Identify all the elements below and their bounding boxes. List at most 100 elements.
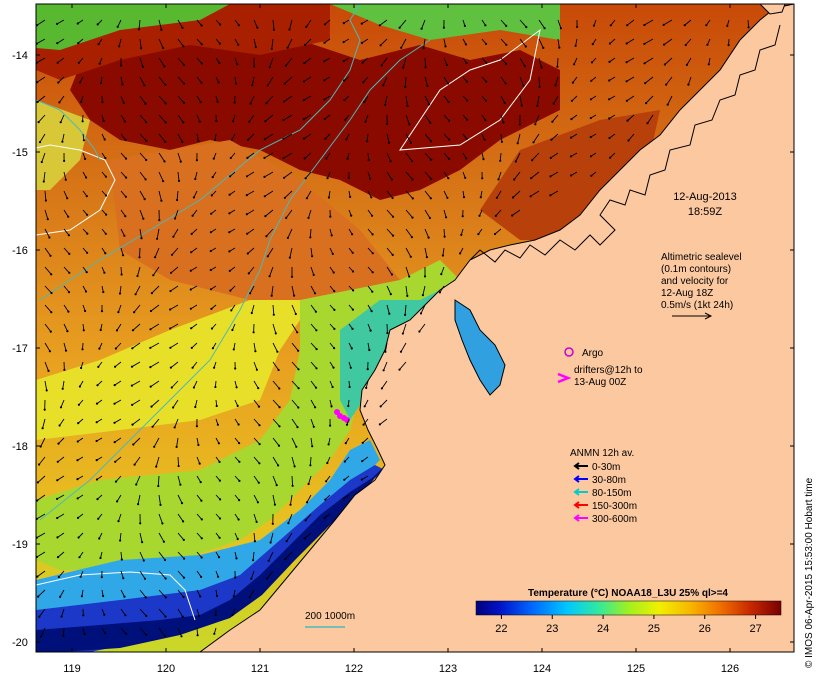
- velocity-vector: [248, 114, 255, 122]
- velocity-vector-head: [172, 235, 175, 238]
- velocity-vector-head: [293, 294, 296, 297]
- velocity-vector-head: [124, 632, 127, 635]
- velocity-vector-head: [283, 196, 286, 199]
- velocity-vector-head: [160, 28, 163, 31]
- velocity-vector: [158, 570, 166, 579]
- velocity-vector-head: [76, 497, 79, 500]
- velocity-vector-head: [361, 460, 364, 463]
- velocity-vector-head: [554, 84, 557, 87]
- velocity-vector-head: [179, 483, 182, 486]
- velocity-vector: [289, 247, 293, 258]
- velocity-vector: [291, 285, 295, 296]
- velocity-vector: [291, 437, 297, 447]
- velocity-vector-head: [497, 178, 500, 181]
- velocity-vector-head: [663, 63, 667, 66]
- velocity-vector-head: [238, 499, 241, 502]
- bathymetry-contour: [39, 4, 361, 301]
- velocity-vector: [120, 627, 127, 634]
- velocity-vector-head: [342, 60, 345, 63]
- velocity-vector: [114, 380, 122, 386]
- svg-text:300-600m: 300-600m: [592, 514, 637, 525]
- velocity-vector-head: [592, 24, 596, 27]
- velocity-vector: [272, 399, 280, 408]
- velocity-vector-head: [384, 350, 387, 353]
- velocity-vector: [575, 38, 578, 46]
- velocity-vector: [747, 19, 750, 28]
- velocity-vector-head: [447, 157, 450, 160]
- velocity-vector-head: [235, 557, 238, 560]
- velocity-vector-head: [484, 119, 487, 122]
- lat-tick: -17: [12, 343, 28, 355]
- velocity-vector: [60, 114, 65, 123]
- velocity-vector-head: [351, 308, 354, 311]
- velocity-vector: [664, 57, 673, 65]
- velocity-vector: [44, 247, 51, 257]
- velocity-vector-head: [401, 332, 404, 335]
- velocity-vector-head: [62, 634, 65, 638]
- velocity-vector-head: [589, 135, 592, 139]
- velocity-vector-head: [228, 269, 231, 272]
- velocity-vector-head: [268, 66, 271, 69]
- velocity-vector-head: [210, 212, 213, 215]
- velocity-vector-head: [169, 308, 172, 311]
- velocity-vector-head: [145, 139, 148, 142]
- velocity-vector-head: [64, 349, 68, 352]
- velocity-vector-head: [76, 478, 79, 481]
- velocity-vector-head: [326, 177, 329, 180]
- velocity-vector: [196, 114, 201, 122]
- velocity-vector-head: [36, 81, 39, 84]
- velocity-vector: [193, 380, 198, 388]
- velocity-vector-head: [102, 119, 105, 122]
- velocity-vector-head: [459, 252, 462, 255]
- velocity-vector-head: [684, 43, 687, 47]
- velocity-vector-head: [402, 66, 405, 69]
- velocity-vector: [367, 171, 371, 179]
- velocity-vector-head: [494, 214, 497, 217]
- velocity-vector: [63, 247, 70, 255]
- velocity-vector-head: [344, 118, 347, 121]
- svg-text:12-Aug 18Z: 12-Aug 18Z: [661, 288, 713, 299]
- velocity-vector-head: [56, 479, 59, 482]
- sealevel-contour: [36, 144, 116, 236]
- velocity-vector-head: [287, 522, 290, 525]
- velocity-vector-head: [350, 347, 353, 350]
- velocity-vector-head: [177, 179, 181, 182]
- velocity-vector: [519, 57, 526, 67]
- velocity-vector: [114, 437, 122, 443]
- velocity-vector-head: [282, 157, 285, 160]
- velocity-vector: [196, 38, 203, 45]
- velocity-vector: [58, 437, 65, 444]
- velocity-vector-head: [102, 290, 105, 294]
- velocity-vector: [423, 38, 426, 49]
- velocity-vector: [118, 513, 122, 522]
- velocity-vector-head: [164, 121, 167, 124]
- velocity-vector: [114, 399, 122, 405]
- velocity-vector-head: [346, 157, 349, 160]
- velocity-vector-head: [164, 140, 167, 143]
- velocity-vector-head: [228, 193, 231, 196]
- velocity-vector: [644, 38, 654, 45]
- velocity-vector-head: [180, 502, 184, 505]
- velocity-vector-head: [250, 311, 253, 315]
- velocity-vector: [36, 551, 46, 558]
- velocity-vector: [329, 228, 333, 236]
- velocity-vector-head: [295, 445, 298, 448]
- velocity-vector: [251, 76, 255, 86]
- velocity-vector-head: [378, 423, 381, 426]
- velocity-vector-head: [120, 558, 123, 561]
- velocity-vector-head: [124, 614, 127, 617]
- velocity-vector-head: [518, 123, 521, 126]
- velocity-vector-head: [390, 273, 393, 276]
- velocity-vector-head: [158, 218, 161, 222]
- velocity-vector-head: [66, 197, 69, 200]
- velocity-vector: [645, 95, 654, 104]
- velocity-vector: [402, 323, 407, 334]
- velocity-vector-head: [144, 178, 147, 181]
- velocity-vector: [555, 76, 559, 86]
- velocity-vector-head: [466, 118, 469, 121]
- velocity-vector: [500, 95, 506, 104]
- velocity-vector: [150, 304, 160, 312]
- velocity-vector-head: [687, 83, 690, 86]
- velocity-vector-head: [663, 43, 666, 46]
- velocity-vector-head: [39, 635, 43, 638]
